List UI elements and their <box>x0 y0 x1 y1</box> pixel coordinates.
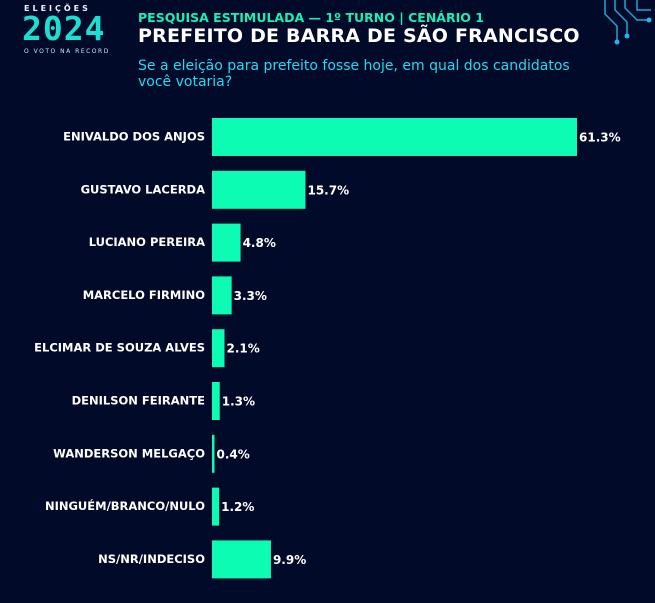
bar-7 <box>212 487 220 526</box>
value-label: 61.3% <box>579 131 621 145</box>
bar-8 <box>212 540 271 579</box>
survey-supertitle: PESQUISA ESTIMULADA — 1º TURNO | CENÁRIO… <box>138 10 484 25</box>
bar-0 <box>212 118 577 156</box>
category-label: DENILSON FEIRANTE <box>72 394 206 408</box>
bar-3 <box>212 276 232 315</box>
value-label: 1.2% <box>221 500 254 514</box>
logo-top-text: ELEIÇÕES <box>24 4 91 13</box>
bar-1 <box>212 170 306 209</box>
category-label: MARCELO FIRMINO <box>83 288 206 302</box>
category-label: ENIVALDO DOS ANJOS <box>63 130 205 144</box>
category-label: LUCIANO PEREIRA <box>89 235 205 249</box>
survey-question: Se a eleição para prefeito fosse hoje, e… <box>138 58 570 90</box>
value-label: 0.4% <box>217 447 250 461</box>
logo-year: 2024 <box>22 9 106 48</box>
bar-6 <box>212 434 215 473</box>
value-label: 2.1% <box>227 342 260 356</box>
value-label: 1.3% <box>222 395 255 409</box>
bar-2 <box>212 223 241 262</box>
circuit-decoration-icon <box>604 0 652 45</box>
category-label: WANDERSON MELGAÇO <box>53 446 205 460</box>
value-label: 15.7% <box>307 183 349 197</box>
category-label: GUSTAVO LACERDA <box>81 182 206 196</box>
bar-4 <box>212 329 225 368</box>
page-title: PREFEITO DE BARRA DE SÃO FRANCISCO <box>138 25 580 47</box>
value-label: 4.8% <box>243 236 276 250</box>
value-label: 9.9% <box>273 553 306 567</box>
logo-subtitle: O VOTO NA RECORD <box>24 48 110 55</box>
elections-logo: ELEIÇÕES 2024 O VOTO NA RECORD <box>22 4 126 56</box>
category-label: ELCIMAR DE SOUZA ALVES <box>34 341 205 355</box>
category-label: NS/NR/INDECISO <box>98 552 205 566</box>
bar-5 <box>212 382 220 420</box>
category-label: NINGUÉM/BRANCO/NULO <box>45 498 205 513</box>
value-label: 3.3% <box>234 289 267 303</box>
